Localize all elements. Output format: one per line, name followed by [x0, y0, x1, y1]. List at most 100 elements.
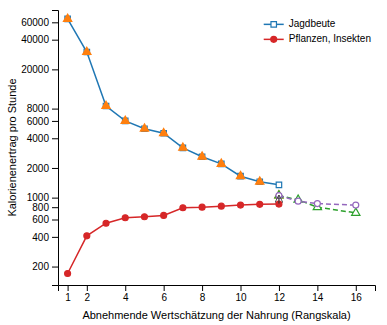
y-axis-title: Kalorienenertrag pro Stunde	[6, 78, 18, 216]
series	[65, 201, 282, 276]
y-tick-mark	[52, 138, 58, 139]
point	[198, 152, 206, 159]
x-tick: 1	[65, 285, 71, 303]
point	[83, 47, 91, 54]
y-tick-label: 40000	[21, 34, 49, 45]
x-tick: 12	[274, 285, 286, 303]
x-axis: 1246810121416	[59, 285, 376, 303]
point	[218, 203, 224, 209]
x-tick-label: 4	[123, 292, 129, 303]
y-tick-mark	[52, 267, 58, 268]
plot-area	[63, 14, 360, 276]
x-tick: 8	[200, 285, 206, 303]
y-tick-label: 20000	[21, 64, 49, 75]
point	[63, 14, 71, 21]
y-tick: 2000	[27, 163, 58, 174]
y-tick: 400	[32, 232, 58, 243]
point	[180, 205, 186, 211]
point	[257, 201, 263, 207]
x-tick-mark	[279, 285, 280, 291]
y-tick-label: 800	[32, 202, 49, 213]
y-tick: 200	[32, 261, 58, 272]
point	[217, 159, 225, 166]
y-tick: 20000	[21, 64, 58, 75]
y-tick-mark	[52, 220, 58, 221]
point	[121, 116, 129, 123]
point	[141, 214, 147, 220]
x-tick-mark	[125, 285, 126, 291]
x-tick: 2	[85, 285, 91, 303]
y-tick-label: 4000	[27, 133, 50, 144]
point	[199, 204, 205, 210]
x-axis-line	[59, 286, 376, 292]
x-tick-mark	[202, 285, 203, 291]
point	[65, 271, 71, 277]
y-tick-label: 400	[32, 232, 49, 243]
x-tick-label: 14	[312, 292, 324, 303]
y-tick-mark	[52, 109, 58, 110]
point	[238, 202, 244, 208]
y-tick: 40000	[21, 34, 58, 45]
point	[140, 124, 148, 131]
x-axis-title: Abnehmende Wertschätzung der Nahrung (Ra…	[82, 309, 350, 321]
x-tick-label: 10	[235, 292, 247, 303]
x-tick-label: 6	[161, 292, 167, 303]
y-tick-mark	[52, 207, 58, 208]
y-tick-label: 2000	[27, 163, 50, 174]
x-tick-mark	[317, 285, 318, 291]
point	[122, 215, 128, 221]
point	[353, 202, 359, 208]
y-tick: 4000	[27, 133, 58, 144]
point	[179, 143, 187, 150]
y-tick-mark	[52, 69, 58, 70]
chart: 1246810121416200400600800100020004000600…	[0, 0, 387, 325]
x-tick: 4	[123, 285, 129, 303]
point	[276, 182, 281, 187]
y-tick: 800	[32, 202, 58, 213]
x-tick-label: 8	[200, 292, 206, 303]
point	[295, 198, 301, 204]
y-tick: 6000	[27, 116, 58, 127]
y-tick-mark	[52, 198, 58, 199]
point	[160, 128, 168, 135]
y-tick-mark	[52, 168, 58, 169]
point	[352, 208, 360, 215]
x-tick-label: 12	[274, 292, 286, 303]
point	[103, 220, 109, 226]
y-tick-label: 200	[32, 261, 49, 272]
x-tick-label: 1	[65, 292, 71, 303]
y-tick: 1000	[27, 192, 58, 203]
y-tick-mark	[52, 121, 58, 122]
series-line	[68, 19, 279, 185]
legend-entry: Pflanzen, Insekten	[264, 33, 371, 44]
y-tick-label: 1000	[27, 192, 50, 203]
point	[161, 212, 167, 218]
y-tick-mark	[52, 22, 58, 23]
legend-symbol	[271, 36, 277, 42]
x-tick-mark	[356, 285, 357, 291]
y-tick-label: 6000	[27, 116, 50, 127]
series	[276, 193, 359, 209]
series-line	[68, 204, 279, 273]
series	[275, 191, 360, 216]
series	[63, 14, 283, 198]
arrow	[278, 196, 279, 204]
x-tick-mark	[87, 285, 88, 291]
point	[84, 233, 90, 239]
point	[236, 171, 244, 178]
point	[256, 177, 264, 184]
y-tick-mark	[52, 40, 58, 41]
y-tick-label: 60000	[21, 17, 49, 28]
legend: Jagdbeute Pflanzen, Insekten	[264, 18, 371, 44]
y-tick-label: 8000	[27, 103, 50, 114]
point	[102, 101, 110, 108]
point	[314, 201, 320, 207]
x-tick: 16	[351, 285, 363, 303]
y-tick: 60000	[21, 17, 58, 28]
legend-label: Jagdbeute	[289, 18, 336, 29]
y-tick-label: 600	[32, 214, 49, 225]
series	[65, 16, 282, 187]
series-line	[279, 196, 356, 213]
x-tick-mark	[164, 285, 165, 291]
x-tick-mark	[68, 285, 69, 291]
